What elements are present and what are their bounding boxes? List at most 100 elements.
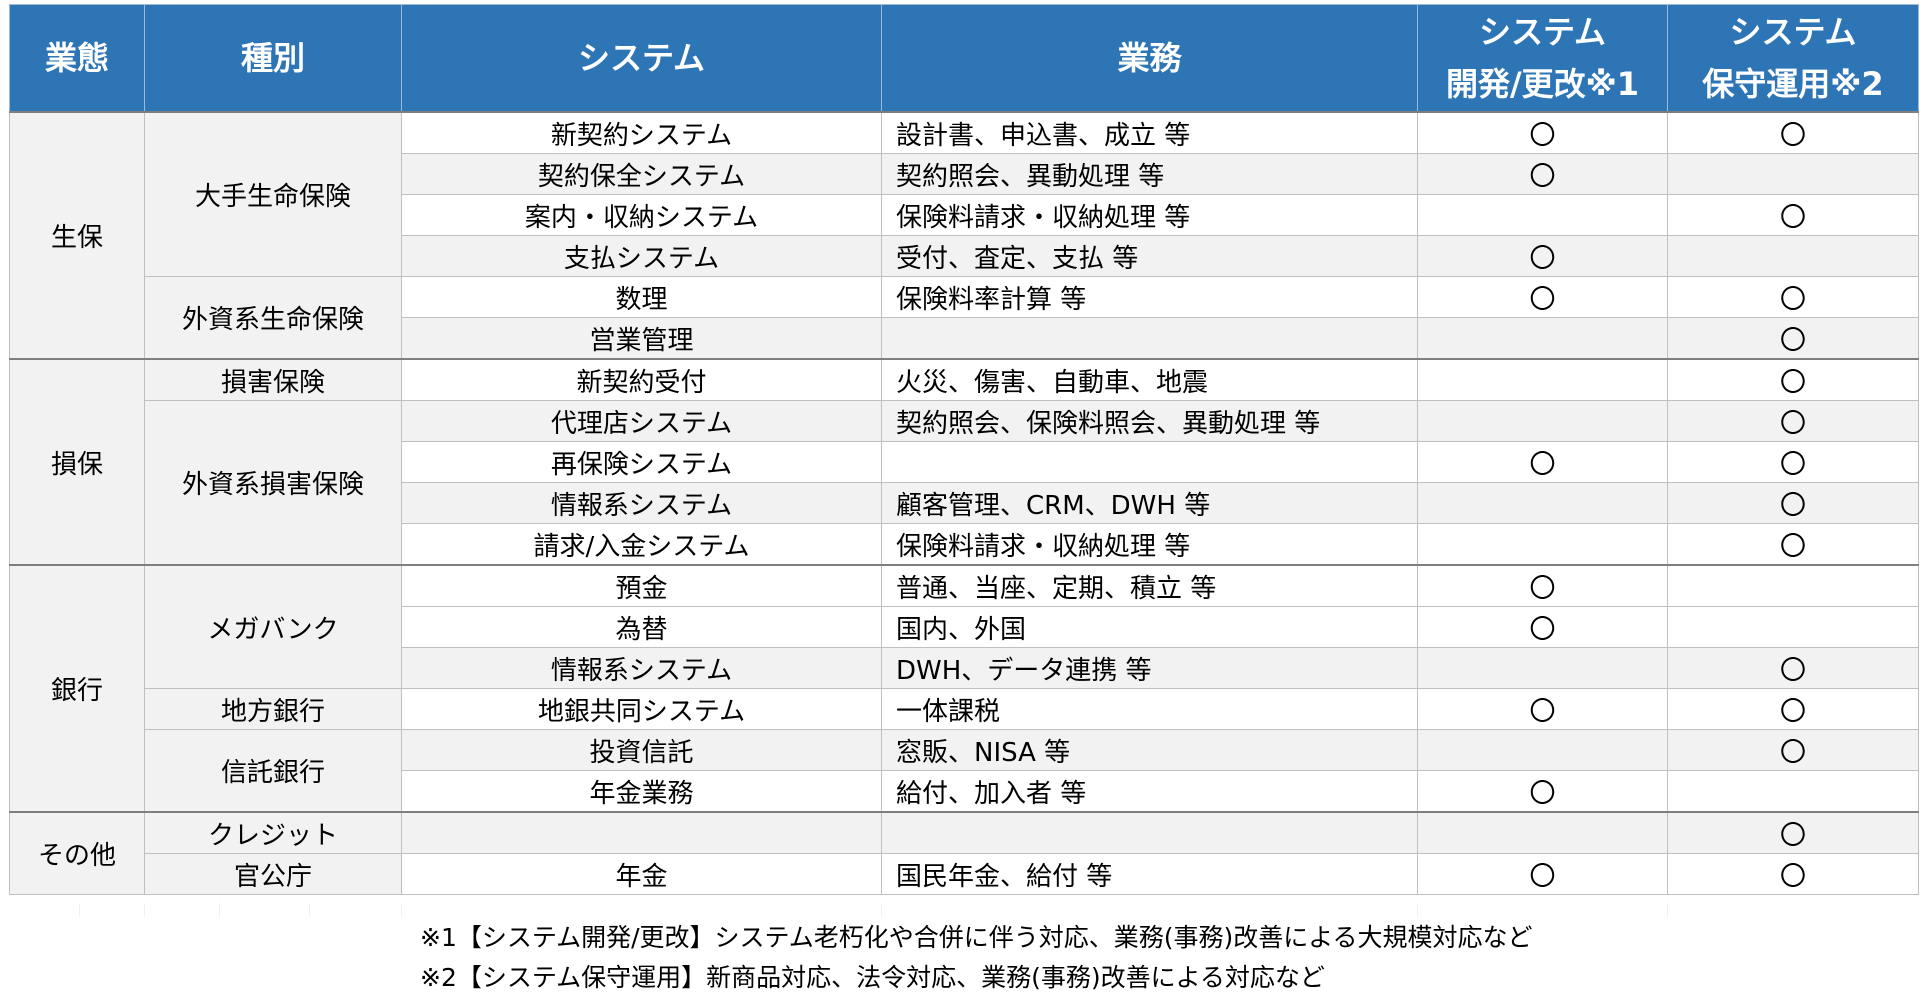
system-cell: 支払システム — [401, 235, 882, 277]
system-cell: 新契約システム — [401, 111, 882, 154]
gyomu-cell: 保険料請求・収納処理 等 — [881, 523, 1418, 566]
gyomu-cell: 設計書、申込書、成立 等 — [881, 111, 1418, 154]
system-cell: 年金業務 — [401, 770, 882, 813]
table-row: 銀行 メガバンク 預金 普通、当座、定期、積立 等 〇 — [9, 564, 1919, 813]
group-cell-sonpo: 損保 — [9, 358, 145, 566]
ops-mark: 〇 — [1667, 482, 1919, 524]
gyomu-cell: 顧客管理、CRM、DWH 等 — [881, 482, 1418, 524]
gyomu-cell: 保険料請求・収納処理 等 — [881, 194, 1418, 236]
system-cell: 情報系システム — [401, 482, 882, 524]
guide-line — [219, 903, 220, 917]
type-cell-songai: 損害保険 — [144, 358, 402, 401]
header-gyotai: 業態 — [9, 4, 145, 113]
group-cell-ginko: 銀行 — [9, 564, 145, 813]
system-cell: 情報系システム — [401, 647, 882, 689]
ops-mark — [1667, 564, 1919, 607]
gyomu-cell — [881, 317, 1418, 360]
gyomu-cell: 給付、加入者 等 — [881, 770, 1418, 813]
system-cell: 新契約受付 — [401, 358, 882, 401]
gyomu-cell: DWH、データ連携 等 — [881, 647, 1418, 689]
ops-mark: 〇 — [1667, 853, 1919, 895]
dev-mark: 〇 — [1417, 688, 1668, 730]
system-cell: 預金 — [401, 564, 882, 607]
type-cell-megabank: メガバンク — [144, 564, 402, 689]
header-ops-line1: システム — [1729, 13, 1857, 51]
dev-mark: 〇 — [1417, 564, 1668, 607]
system-cell: 投資信託 — [401, 729, 882, 771]
system-cell: 請求/入金システム — [401, 523, 882, 566]
table-row: 請求/入金システム 保険料請求・収納処理 等 〇 — [10, 523, 1919, 566]
header-shubetsu: 種別 — [144, 4, 402, 113]
dev-mark — [1417, 400, 1668, 442]
dev-mark: 〇 — [1417, 111, 1668, 154]
table-row: 契約保全システム 契約照会、異動処理 等 〇 — [10, 153, 1919, 195]
gyomu-cell: 普通、当座、定期、積立 等 — [881, 564, 1418, 607]
ops-mark: 〇 — [1667, 111, 1919, 154]
system-cell: 営業管理 — [401, 317, 882, 360]
header-gyomu: 業務 — [881, 4, 1418, 113]
type-cell-shintaku: 信託銀行 — [144, 729, 402, 813]
ops-mark — [1667, 153, 1919, 195]
ops-mark: 〇 — [1667, 276, 1919, 318]
ops-mark: 〇 — [1667, 194, 1919, 236]
dev-mark — [1417, 523, 1668, 566]
header-dev-line2: 開発/更改※1 — [1445, 65, 1640, 103]
footnotes: ※1【システム開発/更改】システム老朽化や合併に伴う対応、業務(事務)改善による… — [420, 918, 1533, 998]
ops-mark — [1667, 606, 1919, 648]
table-row: 案内・収納システム 保険料請求・収納処理 等 〇 — [10, 194, 1919, 236]
system-cell: 再保険システム — [401, 441, 882, 483]
system-cell: 案内・収納システム — [401, 194, 882, 236]
guide-line — [401, 903, 402, 917]
type-cell-gaishi-seimei: 外資系生命保険 — [144, 276, 402, 360]
dev-mark — [1417, 358, 1668, 401]
table-row: 情報系システム DWH、データ連携 等 〇 — [10, 647, 1919, 689]
dev-mark: 〇 — [1417, 235, 1668, 277]
system-cell: 代理店システム — [401, 400, 882, 442]
header-system-ops: システム 保守運用※2 — [1667, 4, 1919, 113]
system-cell: 為替 — [401, 606, 882, 648]
header-system: システム — [401, 4, 882, 113]
guide-line — [144, 903, 145, 917]
gyomu-cell — [881, 441, 1418, 483]
gyomu-cell: 受付、査定、支払 等 — [881, 235, 1418, 277]
type-cell-credit: クレジット — [144, 811, 402, 854]
guide-line — [1667, 903, 1668, 917]
table-row: 地方銀行 地銀共同システム 一体課税 〇 〇 — [10, 688, 1919, 730]
table-row: 外資系損害保険 代理店システム 契約照会、保険料照会、異動処理 等 〇 — [10, 400, 1919, 566]
dev-mark — [1417, 647, 1668, 689]
type-cell-chiho: 地方銀行 — [144, 688, 402, 730]
gyomu-cell: 契約照会、保険料照会、異動処理 等 — [881, 400, 1418, 442]
table-row: 情報系システム 顧客管理、CRM、DWH 等 〇 — [10, 482, 1919, 524]
system-cell — [401, 811, 882, 854]
ops-mark: 〇 — [1667, 358, 1919, 401]
table-row: 年金業務 給付、加入者 等 〇 — [10, 770, 1919, 813]
dev-mark: 〇 — [1417, 770, 1668, 813]
footnote-1: ※1【システム開発/更改】システム老朽化や合併に伴う対応、業務(事務)改善による… — [420, 923, 1533, 952]
gyomu-cell: 国内、外国 — [881, 606, 1418, 648]
business-system-table: 業態 種別 システム 業務 システム 開発/更改※1 システム 保守運用※2 生保 … — [9, 4, 1919, 895]
header-system-dev: システム 開発/更改※1 — [1417, 4, 1668, 113]
ops-mark — [1667, 770, 1919, 813]
table-row: 信託銀行 投資信託 窓販、NISA 等 〇 — [10, 729, 1919, 813]
gyomu-cell: 保険料率計算 等 — [881, 276, 1418, 318]
ops-mark: 〇 — [1667, 729, 1919, 771]
ops-mark: 〇 — [1667, 317, 1919, 360]
dev-mark: 〇 — [1417, 276, 1668, 318]
guide-line — [309, 903, 310, 917]
ops-mark: 〇 — [1667, 811, 1919, 854]
gyomu-cell: 一体課税 — [881, 688, 1418, 730]
ops-mark: 〇 — [1667, 441, 1919, 483]
system-cell: 契約保全システム — [401, 153, 882, 195]
table-header-row: 業態 種別 システム 業務 システム 開発/更改※1 システム 保守運用※2 — [9, 4, 1919, 113]
system-cell: 年金 — [401, 853, 882, 895]
dev-mark — [1417, 729, 1668, 771]
table-row: 支払システム 受付、査定、支払 等 〇 — [10, 235, 1919, 277]
system-cell: 地銀共同システム — [401, 688, 882, 730]
table-row: 損保 損害保険 新契約受付 火災、傷害、自動車、地震 〇 — [9, 358, 1919, 566]
gyomu-cell: 契約照会、異動処理 等 — [881, 153, 1418, 195]
table-row: 官公庁 年金 国民年金、給付 等 〇 〇 — [10, 853, 1919, 895]
gridline-guides — [9, 903, 1918, 917]
ops-mark: 〇 — [1667, 400, 1919, 442]
table-row: 生保 大手生命保険 新契約システム 設計書、申込書、成立 等 〇 〇 — [9, 111, 1919, 360]
table-row: 再保険システム 〇 〇 — [10, 441, 1919, 483]
